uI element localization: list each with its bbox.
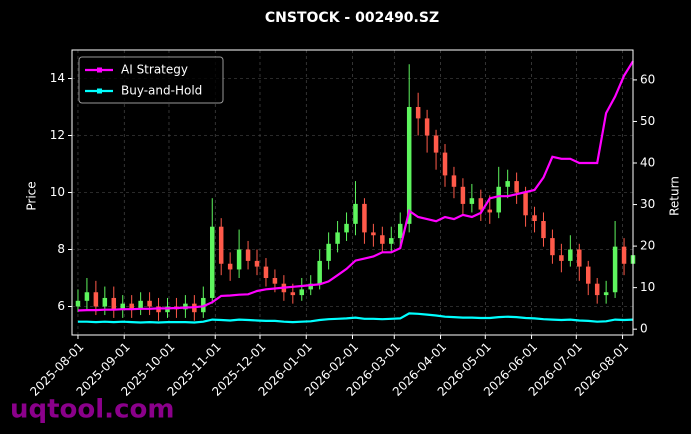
y-tick-label: 12 bbox=[50, 128, 65, 142]
y2-tick-label: 60 bbox=[640, 72, 655, 86]
series-line bbox=[77, 60, 634, 312]
candle-body bbox=[93, 292, 99, 307]
candle-body bbox=[138, 300, 143, 310]
candle-body bbox=[442, 152, 448, 176]
y2-axis-label: Return bbox=[668, 176, 682, 216]
candle-body bbox=[227, 263, 233, 270]
candle-body bbox=[550, 238, 555, 256]
candle-body bbox=[344, 223, 349, 233]
y2-tick-label: 10 bbox=[640, 280, 655, 294]
watermark: uqtool.com bbox=[10, 395, 174, 425]
candle-body bbox=[406, 107, 412, 224]
legend-label: Buy-and-Hold bbox=[121, 84, 202, 98]
candle-body bbox=[263, 266, 269, 278]
y2-tick-label: 30 bbox=[640, 197, 655, 211]
y2-tick-label: 0 bbox=[640, 322, 648, 336]
y-tick-label: 14 bbox=[50, 71, 65, 85]
candle-body bbox=[147, 300, 152, 307]
candle-body bbox=[272, 278, 278, 284]
candle-body bbox=[254, 260, 260, 267]
candle-body bbox=[201, 297, 206, 313]
candle-body bbox=[335, 232, 340, 244]
candle-body bbox=[505, 181, 510, 187]
candle-body bbox=[478, 198, 484, 210]
y-axis-label: Price bbox=[25, 181, 39, 210]
candle-body bbox=[451, 175, 457, 187]
candle-body bbox=[290, 292, 296, 296]
legend-marker bbox=[97, 67, 102, 73]
y-tick-label: 6 bbox=[57, 299, 65, 313]
candle-body bbox=[129, 303, 134, 310]
candle-body bbox=[308, 283, 313, 290]
candle-body bbox=[621, 246, 627, 264]
legend-marker bbox=[97, 88, 102, 94]
y2-tick-label: 40 bbox=[640, 156, 655, 170]
legend-label: AI Strategy bbox=[121, 63, 188, 77]
candle-body bbox=[568, 249, 573, 261]
candle-body bbox=[389, 238, 394, 244]
candle-body bbox=[317, 260, 322, 284]
candle-body bbox=[102, 297, 108, 307]
y-tick-label: 10 bbox=[50, 185, 65, 199]
candle-body bbox=[496, 186, 501, 213]
legend-box bbox=[78, 56, 224, 104]
candle-body bbox=[532, 215, 537, 221]
candle-body bbox=[541, 221, 546, 239]
candle-body bbox=[415, 107, 421, 119]
candle-body bbox=[75, 300, 81, 307]
candle-body bbox=[612, 246, 618, 293]
series-line bbox=[78, 312, 634, 324]
candle-body bbox=[245, 249, 251, 261]
candle-body bbox=[577, 249, 582, 267]
candle-body bbox=[84, 292, 90, 301]
candle-body bbox=[380, 235, 385, 244]
y2-tick-label: 50 bbox=[640, 114, 655, 128]
candle-body bbox=[218, 226, 224, 264]
chart-title: CNSTOCK - 002490.SZ bbox=[265, 10, 439, 26]
candle-body bbox=[594, 283, 600, 296]
y-tick-label: 8 bbox=[57, 242, 65, 256]
candle-body bbox=[362, 203, 367, 233]
candle-body bbox=[585, 266, 591, 284]
candle-body bbox=[603, 292, 609, 296]
candle-body bbox=[433, 135, 439, 153]
candle-body bbox=[326, 243, 331, 261]
candle-body bbox=[469, 198, 475, 204]
candle-body bbox=[523, 192, 528, 216]
candle-body bbox=[460, 186, 466, 204]
candle-body bbox=[514, 181, 519, 193]
candle-body bbox=[353, 203, 358, 224]
candle-body bbox=[236, 249, 242, 270]
candle-body bbox=[397, 223, 403, 239]
candle-body bbox=[487, 209, 493, 213]
plot-frame bbox=[71, 49, 634, 336]
candle-body bbox=[424, 118, 430, 136]
candle-body bbox=[210, 226, 215, 298]
candle-body bbox=[111, 297, 117, 310]
candle-body bbox=[299, 289, 305, 296]
y2-tick-label: 20 bbox=[640, 239, 655, 253]
candle-body bbox=[559, 255, 564, 261]
candle-body bbox=[120, 303, 125, 310]
candle-body bbox=[371, 232, 376, 236]
